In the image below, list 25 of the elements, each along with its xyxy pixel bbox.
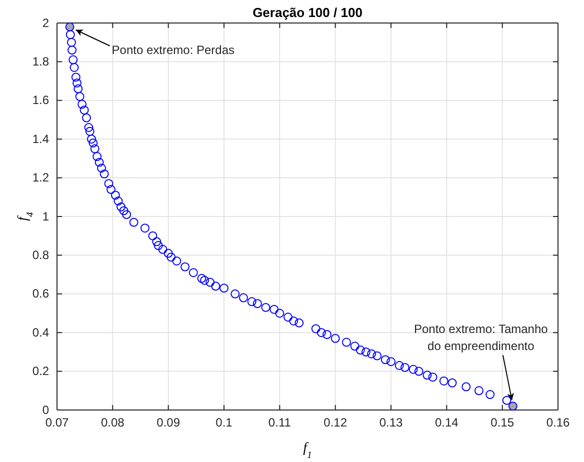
x-tick-label: 0.11 bbox=[268, 416, 292, 430]
y-tick-label: 1 bbox=[42, 209, 50, 224]
y-tick-label: 0.6 bbox=[32, 286, 50, 301]
y-tick-label: 0.8 bbox=[32, 248, 50, 262]
annotation: Ponto extremo: Perdas bbox=[112, 42, 235, 57]
x-axis-title: f$_{1}$ bbox=[303, 441, 312, 460]
y-tick-label: 2 bbox=[42, 16, 50, 30]
x-tick-label: 0.09 bbox=[156, 416, 180, 430]
x-tick-label: 0.15 bbox=[490, 416, 514, 430]
x-tick-label: 0.13 bbox=[379, 416, 403, 430]
annotation: Ponto extremo: Tamanho do empreendimento bbox=[414, 322, 548, 354]
chart-title: Geração 100 / 100 bbox=[252, 5, 362, 20]
y-tick-label: 1.4 bbox=[32, 132, 50, 146]
y-tick-label: 0.2 bbox=[32, 364, 50, 378]
y-tick-label: 1.8 bbox=[32, 54, 50, 69]
y-tick-label: 1.6 bbox=[32, 93, 50, 108]
y-tick-label: 0 bbox=[42, 402, 50, 417]
y-tick-label: 1.2 bbox=[32, 170, 50, 185]
x-tick-label: 0.14 bbox=[434, 416, 459, 430]
x-tick-label: 0.08 bbox=[100, 416, 125, 430]
x-tick-label: 0.07 bbox=[45, 416, 69, 430]
x-tick-label: 0.12 bbox=[324, 416, 348, 430]
x-tick-label: 0.16 bbox=[546, 416, 570, 430]
x-tick-label: 0.1 bbox=[216, 416, 233, 430]
y-tick-label: 0.4 bbox=[32, 325, 50, 340]
